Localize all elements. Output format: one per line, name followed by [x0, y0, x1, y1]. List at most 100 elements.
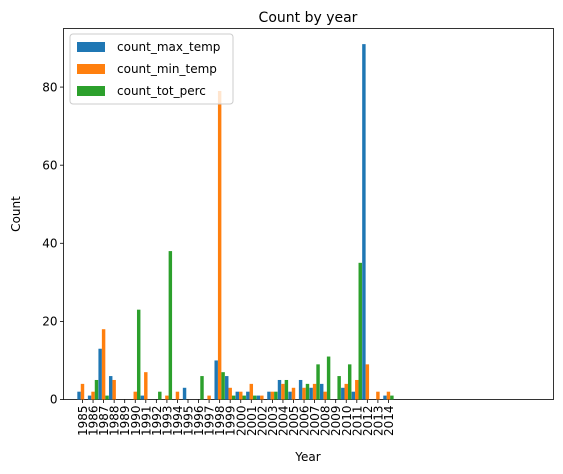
bar-count_max_temp-2000	[235, 391, 240, 400]
x-tick-label: 1996	[192, 406, 206, 437]
bar-count_max_temp-2006	[298, 379, 303, 400]
x-tick-label: 1999	[224, 406, 238, 437]
x-tick-label: 1993	[160, 406, 174, 437]
bar-count_tot_perc-1999	[231, 395, 236, 400]
x-axis: 1985198619871988198919901991199219931994…	[76, 399, 396, 437]
y-tick-label: 20	[42, 315, 57, 329]
x-tick-label: 2006	[298, 406, 312, 437]
y-tick-label: 60	[42, 158, 57, 172]
bar-count_min_temp-2006	[302, 387, 306, 400]
x-tick-label: 1986	[87, 406, 101, 437]
bar-count_tot_perc-2000	[242, 395, 246, 400]
x-tick-label: 2008	[319, 406, 333, 437]
bar-count_tot_perc-2001	[253, 395, 257, 400]
bar-count_max_temp-1986	[87, 395, 92, 400]
bar-count_min_temp-1994	[175, 391, 180, 400]
x-tick-label: 2012	[361, 406, 375, 437]
bar-count_min_temp-1987	[101, 329, 106, 400]
bar-count_max_temp-1985	[77, 391, 81, 400]
bar-count_max_temp-2010	[341, 387, 345, 400]
x-tick-label: 1985	[76, 406, 90, 437]
x-tick-label: 1990	[129, 406, 143, 437]
bar-count_min_temp-1993	[165, 395, 169, 400]
bar-count_min_temp-2012	[365, 364, 370, 400]
legend-swatch-count_tot_perc	[77, 86, 105, 96]
x-tick-label: 2005	[287, 406, 301, 437]
x-tick-label: 1988	[108, 406, 122, 437]
bar-count_min_temp-2000	[239, 391, 243, 400]
x-tick-label: 1997	[203, 406, 217, 437]
bar-count_tot_perc-1987	[105, 395, 109, 400]
bar-count_min_temp-2005	[291, 387, 296, 400]
bar-count_tot_perc-1990	[136, 309, 141, 400]
x-tick-label: 2009	[329, 406, 343, 437]
y-tick-label: 80	[42, 80, 57, 94]
bar-count_min_temp-2011	[355, 379, 359, 400]
x-tick-label: 2013	[371, 406, 385, 437]
bar-count_max_temp-1998	[214, 360, 218, 400]
legend-label-count_tot_perc: count_tot_perc	[117, 84, 206, 98]
bar-count_min_temp-1991	[144, 372, 148, 400]
x-tick-label: 1987	[97, 406, 111, 437]
bar-count_tot_perc-1998	[221, 372, 225, 400]
bar-count_min_temp-1990	[133, 391, 137, 400]
bar-count_tot_perc-1992	[158, 391, 162, 400]
bar-count_max_temp-1995	[182, 387, 187, 400]
bar-count_tot_perc-2011	[358, 262, 362, 400]
x-tick-label: 1992	[150, 406, 164, 437]
bar-count_tot_perc-1996	[200, 376, 204, 400]
bar-count_min_temp-2010	[344, 383, 348, 400]
bar-count_max_temp-1991	[140, 395, 145, 400]
bar-count_tot_perc-2010	[347, 364, 352, 400]
x-tick-label: 1991	[139, 406, 153, 437]
x-tick-label: 2003	[266, 406, 280, 437]
bar-count_max_temp-1987	[98, 348, 102, 400]
bar-count_tot_perc-2004	[284, 379, 289, 400]
bar-count_min_temp-2014	[386, 391, 391, 400]
legend-frame	[69, 33, 234, 105]
bar-count_tot_perc-1993	[168, 251, 173, 400]
y-tick-label: 0	[50, 393, 58, 407]
x-tick-label: 2007	[308, 406, 322, 437]
bar-count_min_temp-2003	[270, 391, 275, 400]
bar-count_min_temp-2001	[249, 383, 254, 400]
bar-count_min_temp-2007	[312, 383, 317, 400]
bar-count_max_temp-2012	[362, 44, 366, 400]
x-tick-label: 2001	[245, 406, 259, 437]
bar-count_min_temp-1986	[91, 391, 95, 400]
y-axis: 0 20 40 60 80	[42, 80, 64, 407]
x-tick-label: 2002	[255, 406, 269, 437]
x-tick-label: 2004	[276, 406, 290, 437]
x-tick-label: 2010	[340, 406, 354, 437]
y-tick-label: 40	[42, 236, 57, 250]
chart-title: Count by year	[259, 10, 358, 26]
bar-count_tot_perc-2007	[316, 364, 320, 400]
bar-count_min_temp-2013	[376, 391, 380, 400]
x-tick-label: 1989	[118, 406, 132, 437]
legend-label-count_max_temp: count_max_temp	[117, 40, 220, 54]
x-tick-label: 1994	[171, 406, 185, 437]
bar-count_max_temp-2008	[319, 383, 324, 400]
bar-count_min_temp-1985	[80, 383, 85, 400]
bar-count_max_temp-2005	[288, 391, 292, 400]
bar-count_min_temp-1999	[228, 387, 232, 400]
x-tick-label: 2000	[234, 406, 248, 437]
bar-count_max_temp-2011	[351, 391, 356, 400]
x-tick-label: 2011	[350, 406, 364, 437]
x-tick-label: 2014	[382, 406, 396, 437]
bar-count_max_temp-2014	[383, 395, 387, 400]
bar-count_max_temp-1999	[225, 376, 229, 400]
bar-count_tot_perc-2006	[305, 383, 310, 400]
x-axis-label: Year	[294, 450, 320, 464]
bar-count_tot_perc-2009	[337, 376, 341, 400]
bar-count_max_temp-2001	[246, 391, 250, 400]
legend-swatch-count_max_temp	[77, 42, 105, 52]
x-tick-label: 1998	[213, 406, 227, 437]
x-tick-label: 1995	[182, 406, 196, 437]
bar-count_min_temp-2004	[281, 383, 285, 400]
bar-count_tot_perc-2008	[326, 356, 331, 400]
bar-count_min_temp-1997	[207, 395, 211, 400]
bar-count_max_temp-2004	[277, 379, 282, 400]
bar-count_min_temp-1998	[217, 90, 222, 400]
